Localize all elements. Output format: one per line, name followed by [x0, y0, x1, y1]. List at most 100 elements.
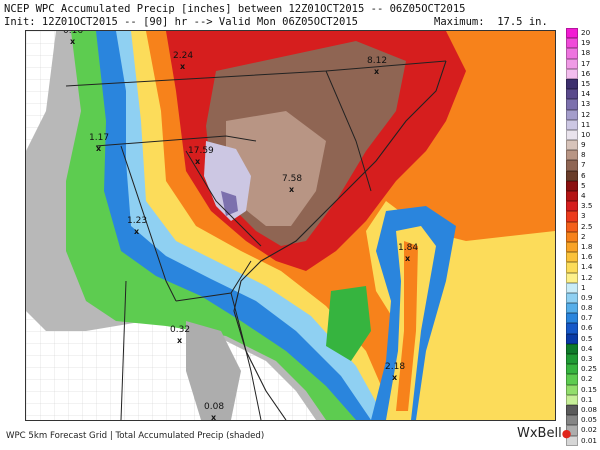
legend-label: 1.4: [581, 262, 593, 272]
legend-entry: 14: [566, 89, 600, 100]
point-marker: x: [96, 144, 102, 153]
legend-entry: 9: [566, 140, 600, 151]
map-init-valid: Init: 12Z01OCT2015 -- [90] hr --> Valid …: [4, 16, 359, 28]
legend-swatch: [566, 323, 578, 334]
legend-entry: 7: [566, 160, 600, 171]
legend-entry: 8: [566, 150, 600, 161]
precip-shading: [26, 31, 555, 420]
legend-entry: 18: [566, 48, 600, 59]
legend-swatch: [566, 191, 578, 202]
legend-swatch: [566, 58, 578, 69]
legend-entry: 0.02: [566, 425, 600, 436]
legend-swatch: [566, 170, 578, 181]
legend-entry: 0.2: [566, 374, 600, 385]
legend-label: 0.2: [581, 374, 593, 384]
legend-swatch: [566, 364, 578, 375]
legend-swatch: [566, 394, 578, 405]
legend-label: 1.6: [581, 252, 593, 262]
point-value-label: 0.16: [63, 31, 83, 36]
legend-label: 2.5: [581, 221, 593, 231]
legend-entry: 20: [566, 28, 600, 39]
legend-label: 0.25: [581, 364, 598, 374]
legend-label: 4: [581, 191, 586, 200]
point-value-label: 0.08: [204, 402, 224, 412]
legend-entry: 0.4: [566, 343, 600, 354]
point-value-label: 1.84: [398, 243, 418, 253]
legend-entry: 17: [566, 58, 600, 69]
legend-swatch: [566, 38, 578, 49]
legend-entry: 0.5: [566, 333, 600, 344]
legend-label: 10: [581, 129, 591, 139]
point-value-label: 17.59: [188, 146, 214, 156]
point-value-label: 8.12: [367, 56, 387, 66]
legend-entry: 3: [566, 211, 600, 222]
legend-entry: 1.6: [566, 252, 600, 263]
legend-label: 0.4: [581, 343, 593, 353]
legend-entry: 12: [566, 109, 600, 120]
legend-entry: 2.5: [566, 221, 600, 232]
legend-label: 0.01: [581, 435, 598, 445]
color-legend: 20 19 18 17 16 15 14 13 12 11 10 9 8 7 6 5 4 3.5 3 2.5 2 1.8 1…: [566, 28, 600, 446]
legend-label: 9: [581, 140, 586, 150]
legend-label: 1.8: [581, 241, 593, 251]
legend-label: 0.9: [581, 292, 593, 302]
point-marker: x: [195, 157, 201, 166]
logo-text: WxBell: [517, 426, 562, 441]
legend-swatch: [566, 262, 578, 273]
legend-entry: 16: [566, 68, 600, 79]
legend-entry: 10: [566, 129, 600, 141]
legend-swatch: [566, 231, 578, 242]
point-marker: x: [211, 413, 217, 420]
legend-swatch: [566, 150, 578, 161]
legend-label: 18: [581, 48, 591, 58]
legend-swatch: [566, 99, 578, 110]
legend-entry: 1.2: [566, 272, 600, 283]
legend-label: 8: [581, 150, 586, 160]
legend-entry: 0.05: [566, 415, 600, 426]
legend-label: 19: [581, 38, 591, 48]
legend-swatch: [566, 313, 578, 324]
legend-label: 0.6: [581, 323, 593, 333]
legend-label: 0.15: [581, 384, 598, 394]
legend-swatch: [566, 160, 578, 171]
legend-entry: 0.08: [566, 404, 600, 416]
legend-entry: 13: [566, 99, 600, 110]
legend-swatch: [566, 404, 578, 416]
legend-entry: 0.7: [566, 313, 600, 324]
legend-entry: 4: [566, 191, 600, 202]
legend-swatch: [566, 201, 578, 212]
coastline: [233, 60, 447, 420]
point-value-label: 1.23: [127, 216, 147, 226]
point-marker: x: [392, 373, 398, 382]
point-marker: x: [405, 254, 411, 263]
legend-swatch: [566, 282, 578, 293]
point-marker: x: [177, 336, 183, 345]
legend-entry: 5: [566, 180, 600, 191]
wxbell-logo: WxBell●: [517, 426, 572, 441]
legend-swatch: [566, 303, 578, 314]
legend-label: 0.7: [581, 313, 593, 323]
legend-entry: 0.25: [566, 364, 600, 375]
legend-swatch: [566, 211, 578, 222]
point-value-label: 2.24: [173, 51, 193, 61]
footer-caption: WPC 5km Forecast Grid | Total Accumulate…: [6, 431, 265, 441]
legend-entry: 0.01: [566, 435, 600, 446]
legend-swatch: [566, 435, 578, 446]
legend-label: 6: [581, 170, 586, 180]
legend-swatch: [566, 140, 578, 151]
legend-entry: 11: [566, 119, 600, 130]
precip-map: 0.16 x 2.24 x 8.12 x 1.17 x 17.59 x 7.58 x 1.23 x 1.84…: [25, 30, 556, 421]
legend-swatch: [566, 89, 578, 100]
legend-swatch: [566, 272, 578, 283]
legend-label: 0.5: [581, 333, 593, 343]
legend-swatch: [566, 129, 578, 141]
legend-label: 13: [581, 99, 591, 109]
point-value-label: 7.58: [282, 174, 302, 184]
legend-label: 0.08: [581, 404, 598, 414]
legend-swatch: [566, 292, 578, 304]
legend-label: 1.2: [581, 272, 593, 282]
legend-label: 5: [581, 180, 586, 190]
legend-swatch: [566, 221, 578, 232]
legend-label: 17: [581, 58, 591, 68]
